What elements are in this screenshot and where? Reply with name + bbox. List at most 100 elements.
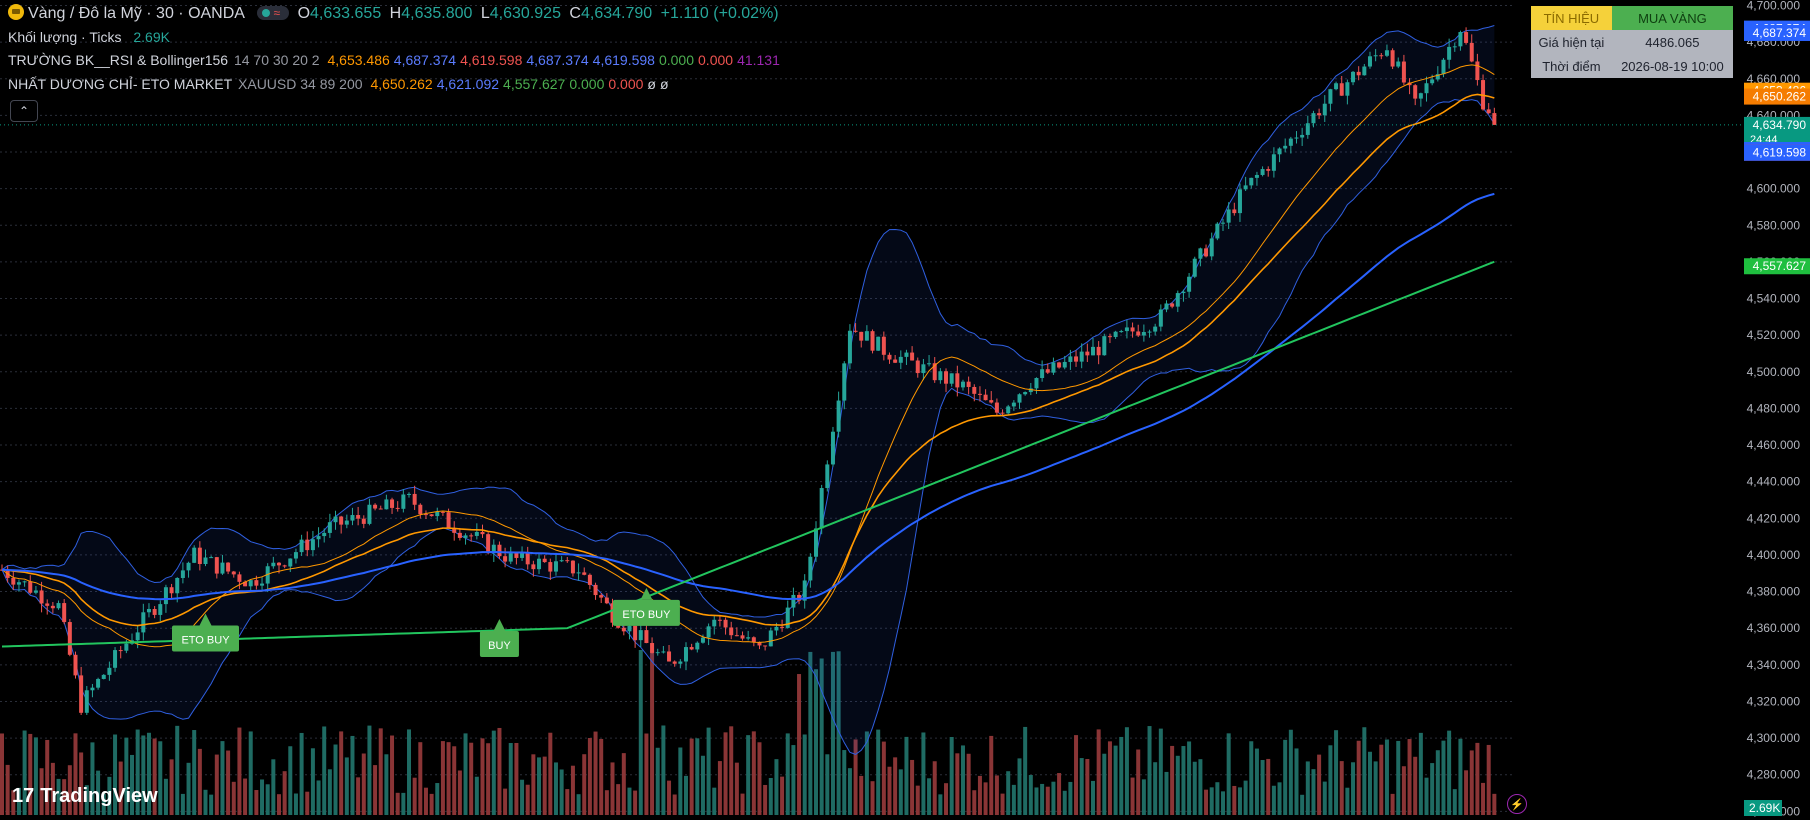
- volume-bar: [96, 770, 101, 815]
- candle-body: [621, 627, 626, 632]
- volume-bar: [1322, 781, 1327, 815]
- candle-body: [1469, 42, 1474, 62]
- signal-markers[interactable]: ETO BUY BUY ETO BUY: [172, 587, 680, 658]
- volume-bar: [1351, 762, 1356, 815]
- volume-bar: [350, 735, 355, 815]
- candle-body: [932, 363, 937, 381]
- candle-body: [1006, 406, 1011, 414]
- indicator2-value-0: 4,650.262: [370, 76, 433, 92]
- volume-bar: [819, 658, 824, 815]
- volume-bar: [226, 750, 231, 815]
- indicator1-legend[interactable]: TRƯỜNG BK__RSI & Bollinger156 14 70 30 2…: [8, 52, 788, 68]
- volume-bar: [1486, 744, 1491, 815]
- indicator2-value-1: 4,621.092: [436, 76, 500, 92]
- volume-bar: [1328, 745, 1333, 815]
- candle-body: [203, 557, 208, 565]
- candle-body: [576, 572, 581, 574]
- volume-badge: 2.69K: [1744, 800, 1782, 816]
- candle-body: [107, 667, 112, 675]
- volume-bar: [1040, 783, 1045, 815]
- volume-bar: [729, 726, 734, 815]
- volume-bar: [1198, 759, 1203, 815]
- change-value: +1.110 (+0.02%): [660, 5, 779, 22]
- volume-bar: [548, 732, 553, 815]
- y-tick-label: 4,660.000: [1747, 72, 1801, 86]
- volume-bar: [231, 781, 236, 815]
- tv-mark-icon: 17: [12, 785, 35, 807]
- bollinger-bands: [1, 25, 1495, 755]
- volume-bar: [197, 748, 202, 815]
- volume-bar: [1113, 745, 1118, 815]
- candle-body: [1452, 46, 1457, 48]
- candle-body: [508, 553, 513, 562]
- candle-body: [1390, 50, 1395, 67]
- candle-body: [446, 512, 451, 528]
- y-tick-label: 4,500.000: [1747, 365, 1801, 379]
- volume-bar: [960, 745, 965, 815]
- candle-body: [1209, 238, 1214, 257]
- candle-body: [1158, 309, 1163, 327]
- volume-bar: [983, 782, 988, 815]
- volume-bar: [33, 737, 38, 815]
- volume-bar: [994, 775, 999, 815]
- indicator2-legend[interactable]: NHẤT DƯƠNG CHỈ- ETO MARKET XAUUSD 34 89 …: [8, 76, 677, 92]
- candle-body: [327, 522, 332, 533]
- candlesticks[interactable]: [0, 27, 1497, 715]
- candle-body: [50, 605, 55, 609]
- candle-body: [819, 488, 824, 529]
- volume-bar: [542, 756, 547, 815]
- signal-header-label: TÍN HIỆU: [1531, 6, 1612, 30]
- candle-body: [384, 499, 389, 510]
- volume-bar: [847, 768, 852, 815]
- candle-body: [486, 534, 491, 554]
- volume-bar: [808, 651, 813, 815]
- volume-bar: [474, 776, 479, 815]
- candle-body: [1317, 113, 1322, 116]
- candle-body: [1187, 276, 1192, 292]
- volume-bar: [746, 735, 751, 815]
- candle-body: [169, 587, 174, 594]
- symbol-legend[interactable]: Vàng / Đô la Mỹ · 30 · OANDA ≈ O4,633.65…: [8, 4, 783, 23]
- volume-bar: [638, 650, 643, 815]
- tradingview-logo[interactable]: 17 TradingView: [12, 785, 158, 808]
- volume-bar: [356, 777, 361, 815]
- volume-bar: [683, 775, 688, 815]
- volume-bar: [79, 752, 84, 815]
- volume-bar: [944, 783, 949, 815]
- volume-bar: [62, 779, 67, 815]
- volume-bar: [616, 784, 621, 815]
- signal-arrow-icon: [640, 587, 653, 600]
- candle-body: [1294, 137, 1299, 139]
- candle-body: [497, 544, 502, 557]
- collapse-legend-button[interactable]: ⌃: [10, 100, 38, 122]
- volume-bar: [1023, 726, 1028, 815]
- volume-bar: [633, 790, 638, 815]
- y-tick-label: 4,360.000: [1747, 621, 1801, 635]
- candle-body: [180, 570, 185, 578]
- bollinger-upper: [1, 25, 1495, 618]
- volume-legend[interactable]: Khối lượng · Ticks 2.69K: [8, 29, 174, 45]
- market-status-badge[interactable]: ≈: [256, 6, 290, 20]
- candle-body: [1435, 74, 1440, 80]
- candle-body: [791, 594, 796, 608]
- low-value: 4,630.925: [489, 5, 561, 22]
- candle-body: [28, 581, 33, 593]
- volume-bar: [1085, 759, 1090, 815]
- candle-body: [898, 356, 903, 363]
- volume-bar: [1181, 746, 1186, 815]
- candle-body: [853, 330, 858, 332]
- lightning-icon[interactable]: ⚡: [1507, 794, 1527, 814]
- candle-body: [876, 336, 881, 351]
- candle-body: [175, 577, 180, 594]
- volume-bar: [407, 729, 412, 815]
- candle-body: [435, 511, 440, 517]
- candle-body: [610, 603, 615, 623]
- volume-bar: [1170, 745, 1175, 815]
- volume-bar: [672, 794, 677, 815]
- volume-bar: [361, 753, 366, 815]
- candle-body: [214, 557, 219, 574]
- volume-bar: [791, 745, 796, 815]
- candle-body: [316, 536, 321, 540]
- signal-label: ETO BUY: [181, 635, 230, 647]
